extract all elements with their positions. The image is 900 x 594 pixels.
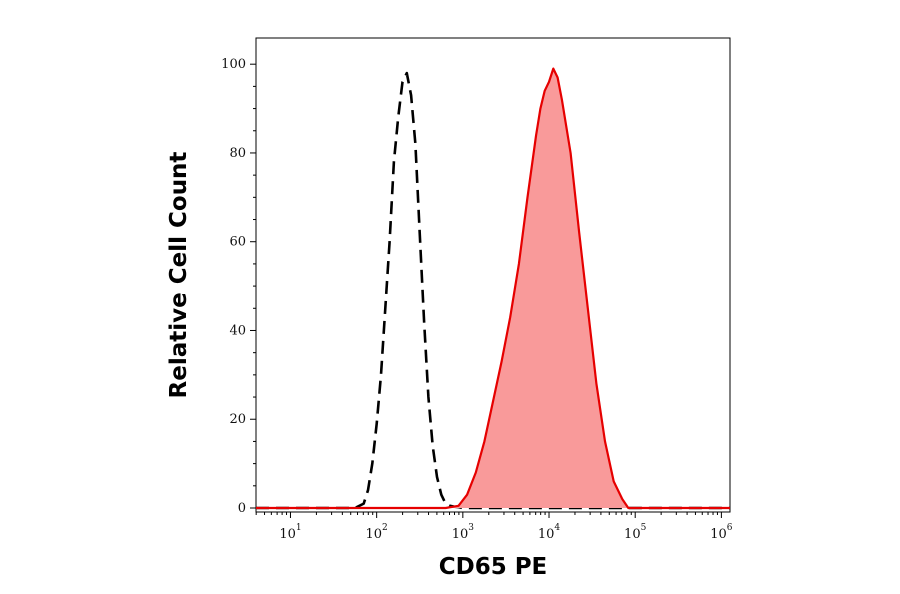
y-tick-label-3: 60 <box>229 235 246 250</box>
x-tick-exponent-2: 3 <box>468 523 474 533</box>
y-tick-label-5: 100 <box>221 57 246 72</box>
series-layer <box>256 67 730 510</box>
plot-frame <box>255 37 731 513</box>
x-tick-exponent-5: 6 <box>727 523 733 533</box>
y-tick-label-0: 0 <box>238 501 246 516</box>
x-tick-label-5: 106 <box>710 523 733 542</box>
x-axis-ticks: 101 102 103 104 105 106 <box>255 512 733 542</box>
y-tick-label-1: 20 <box>229 412 246 427</box>
x-tick-exponent-0: 1 <box>296 523 302 533</box>
x-tick-label-3: 104 <box>538 523 561 542</box>
x-tick-label-2: 103 <box>452 523 475 542</box>
series-0-line <box>256 71 730 510</box>
x-tick-label-4: 105 <box>624 523 647 542</box>
y-tick-label-2: 40 <box>229 323 246 338</box>
x-tick-exponent-1: 2 <box>382 523 388 533</box>
x-tick-exponent-4: 5 <box>641 523 647 533</box>
y-axis-title: Relative Cell Count <box>166 152 192 399</box>
x-axis-title: CD65 PE <box>439 554 548 580</box>
y-tick-label-4: 80 <box>229 146 246 161</box>
series-1-line <box>256 67 730 510</box>
x-tick-exponent-3: 4 <box>554 523 560 533</box>
y-axis-ticks: 0 20 40 60 80 100 <box>221 57 256 516</box>
x-tick-label-0: 101 <box>279 523 301 542</box>
x-tick-label-1: 102 <box>366 523 388 542</box>
series-1-fill <box>256 68 730 508</box>
